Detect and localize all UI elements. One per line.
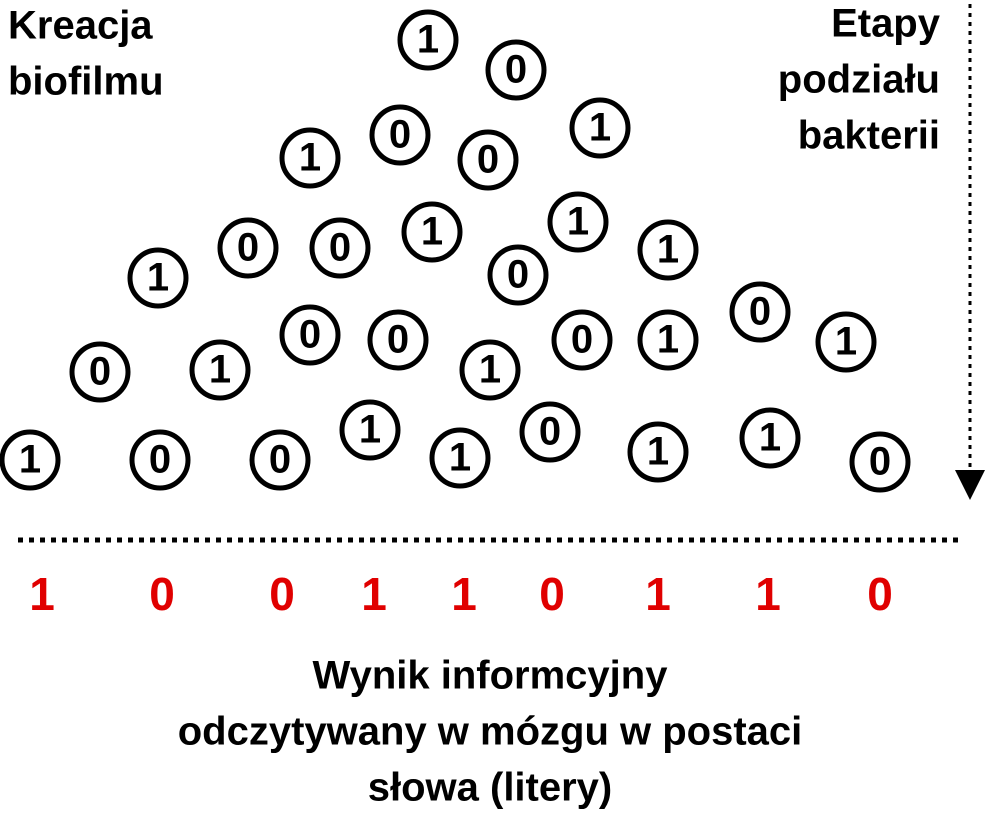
result-digit: 0: [149, 568, 175, 620]
bubble: [519, 401, 581, 463]
top-left-label: biofilmu: [8, 60, 164, 104]
bubble-digit: 0: [387, 318, 409, 362]
bubble: [485, 39, 547, 101]
bubble-digit: 1: [299, 136, 321, 180]
bubble: [627, 421, 689, 483]
bubble: [401, 201, 463, 263]
bubble: [279, 304, 341, 366]
bubble: [547, 191, 609, 253]
bubble: [249, 429, 311, 491]
bubble: [487, 244, 549, 306]
bubble-digit: 1: [479, 348, 501, 392]
stage-arrow-head: [955, 470, 985, 500]
result-digit: 0: [269, 568, 295, 620]
bubble-digit: 0: [237, 226, 259, 270]
result-digit: 0: [539, 568, 565, 620]
bubble-digit: 1: [209, 348, 231, 392]
result-digit: 1: [361, 568, 387, 620]
result-digit: 0: [867, 568, 893, 620]
bubble: [189, 339, 251, 401]
bubble: [369, 104, 431, 166]
bubble-digit: 0: [749, 290, 771, 334]
bubble: [849, 431, 911, 493]
bubble-digit: 1: [657, 318, 679, 362]
top-left-label: Kreacja: [8, 4, 153, 48]
bubble-digit: 1: [835, 320, 857, 364]
bubble: [367, 309, 429, 371]
bubble: [637, 219, 699, 281]
bubble-digit: 1: [359, 408, 381, 452]
bubble-digit: 0: [477, 138, 499, 182]
bubble-digit: 1: [421, 210, 443, 254]
caption: odczytywany w mózgu w postaci: [178, 710, 803, 754]
bubble-digit: 0: [299, 313, 321, 357]
bubble-digit: 1: [19, 438, 41, 482]
bubble-digit: 1: [567, 200, 589, 244]
result-digit: 1: [755, 568, 781, 620]
bubble-digit: 1: [647, 430, 669, 474]
bubble-digit: 0: [571, 318, 593, 362]
bubble: [569, 97, 631, 159]
caption: słowa (litery): [368, 766, 613, 810]
top-right-label: podziału: [778, 58, 940, 102]
bubble-digit: 0: [329, 226, 351, 270]
top-right-label: bakterii: [798, 114, 940, 158]
bubble-digit: 1: [147, 256, 169, 300]
bubble-digit: 1: [657, 228, 679, 272]
bubble: [815, 311, 877, 373]
bubble: [551, 309, 613, 371]
bubble: [217, 217, 279, 279]
caption: Wynik informcyjny: [313, 654, 669, 698]
bubble: [637, 309, 699, 371]
bubble: [739, 407, 801, 469]
bubble-digit: 0: [505, 48, 527, 92]
bubble-digit: 0: [539, 410, 561, 454]
bubble: [309, 217, 371, 279]
bubble: [429, 427, 491, 489]
bubble: [339, 399, 401, 461]
result-digit: 1: [451, 568, 477, 620]
bubble: [69, 341, 131, 403]
bubble-digit: 1: [449, 436, 471, 480]
bubble: [0, 429, 61, 491]
bubble-digit: 1: [759, 416, 781, 460]
bubble-digit: 1: [417, 18, 439, 62]
bubble-digit: 0: [89, 350, 111, 394]
bubble-digit: 0: [507, 253, 529, 297]
bubble-digit: 0: [269, 438, 291, 482]
top-right-label: Etapy: [831, 2, 941, 46]
bubble-digit: 0: [869, 440, 891, 484]
bubble: [457, 129, 519, 191]
result-digit: 1: [29, 568, 55, 620]
bubble: [279, 127, 341, 189]
bubble: [129, 429, 191, 491]
bubble-digit: 0: [389, 113, 411, 157]
bubble: [127, 247, 189, 309]
result-digit: 1: [645, 568, 671, 620]
bubble-digit: 1: [589, 106, 611, 150]
bubble: [459, 339, 521, 401]
bubble: [729, 281, 791, 343]
bubble: [397, 9, 459, 71]
bubble-digit: 0: [149, 438, 171, 482]
